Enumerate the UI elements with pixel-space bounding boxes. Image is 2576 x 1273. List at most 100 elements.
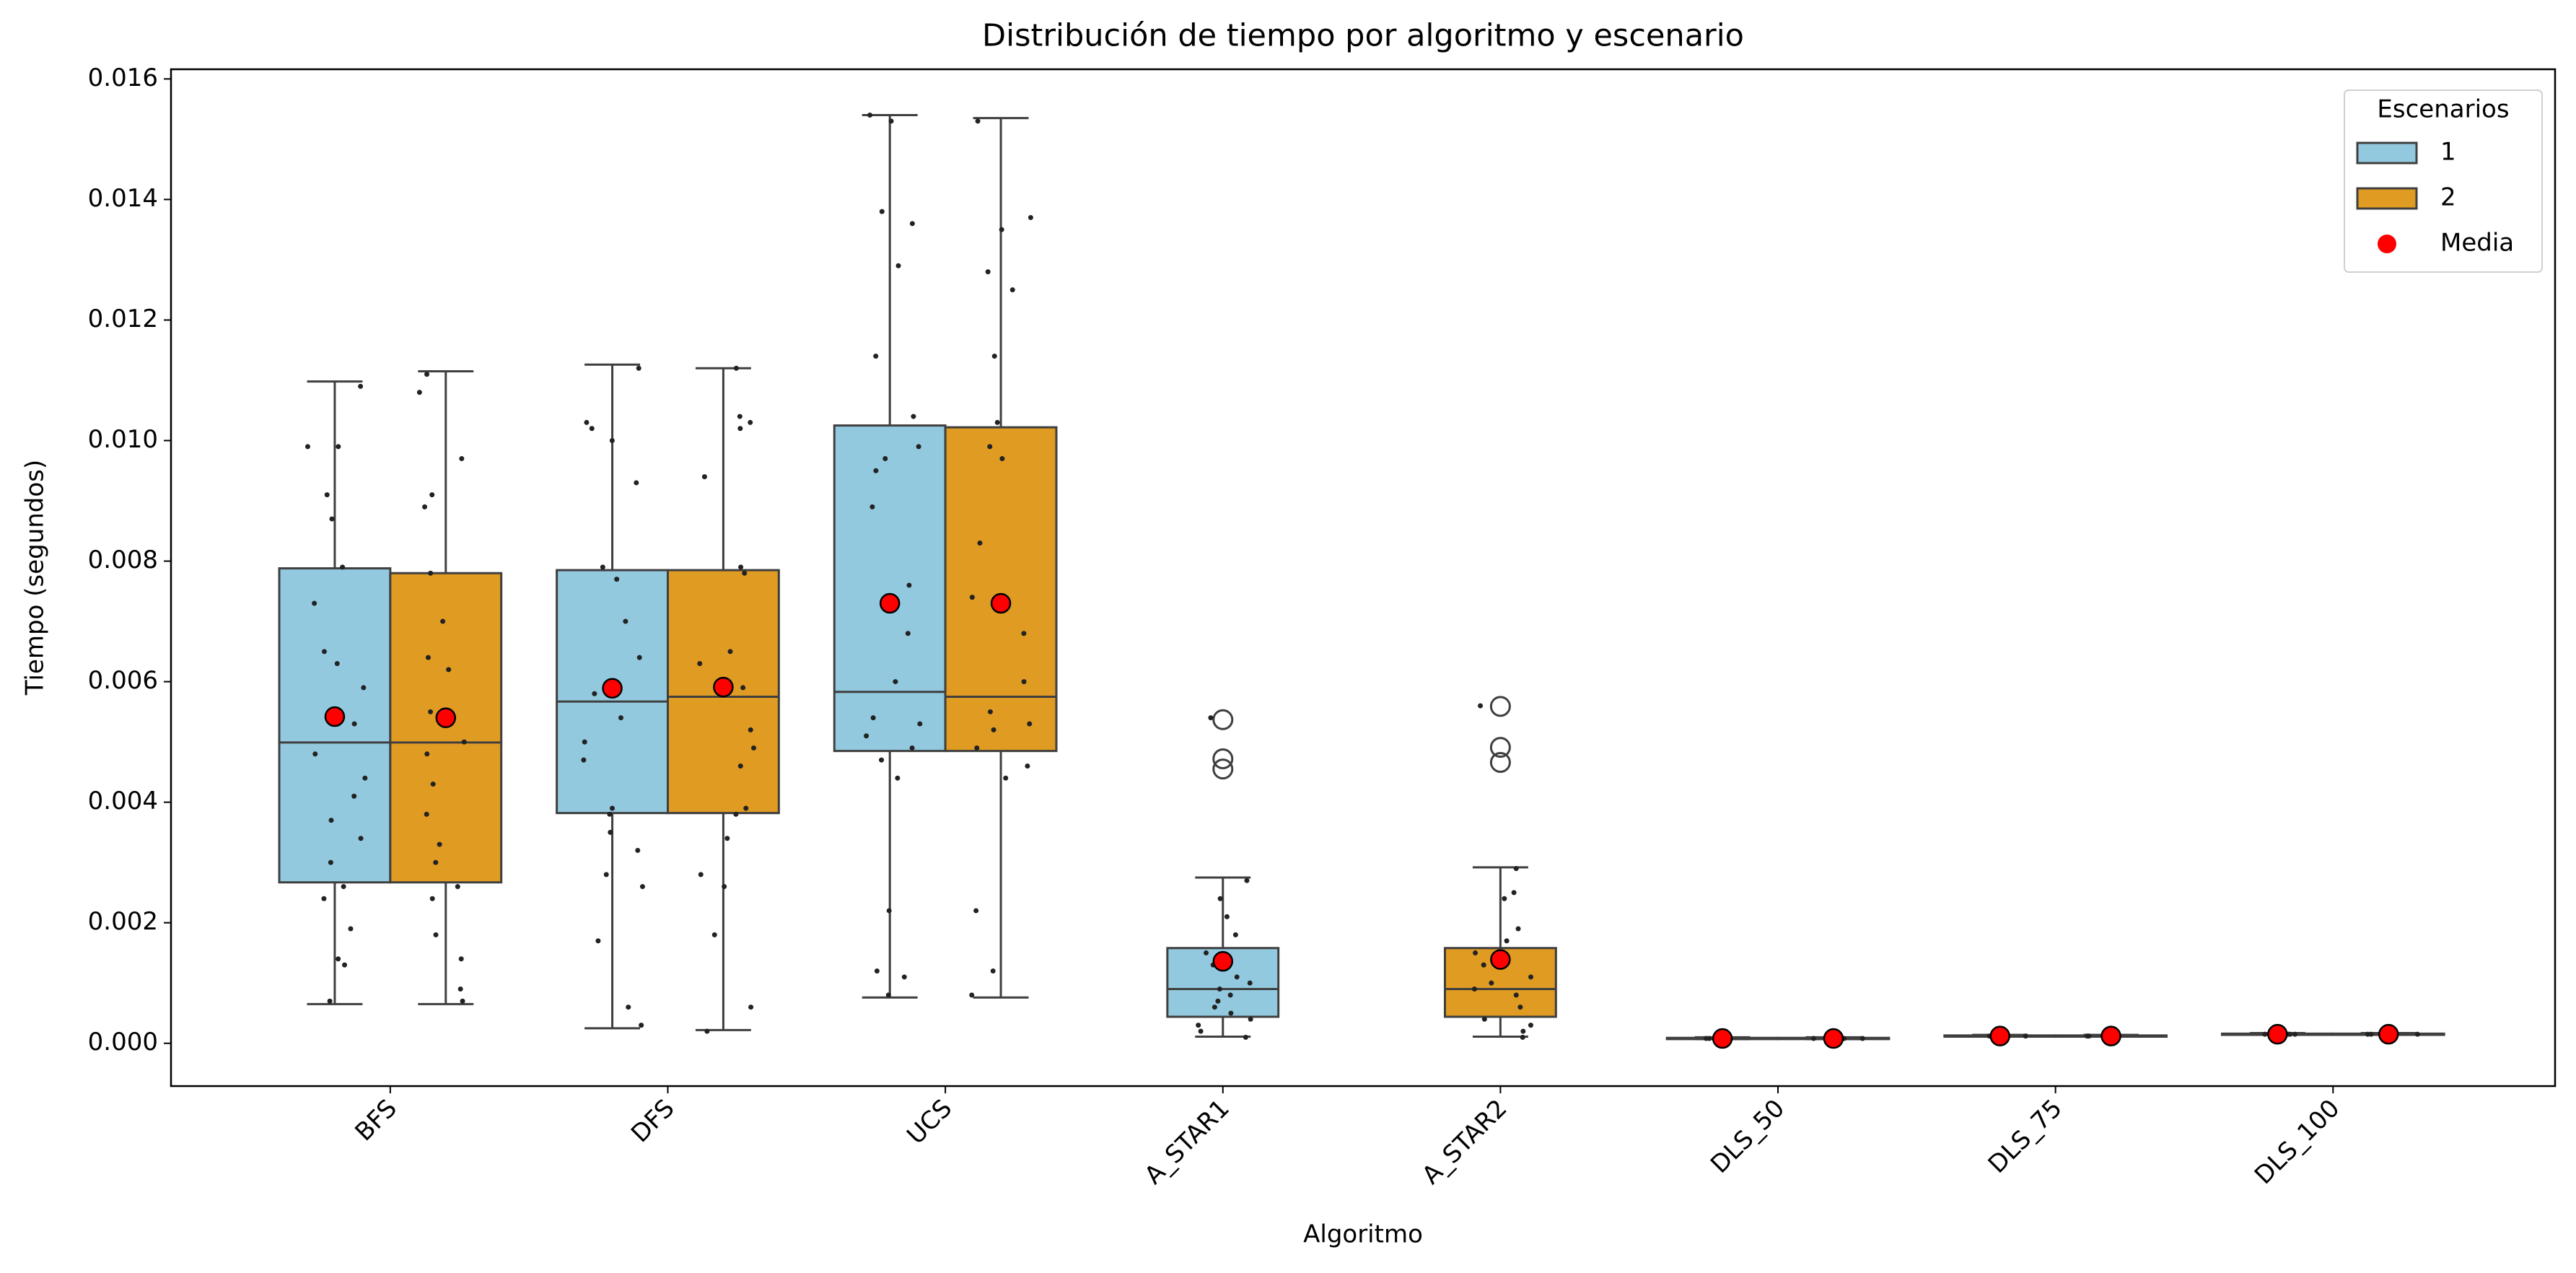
point (737, 426, 743, 432)
point (1478, 703, 1484, 709)
point (864, 733, 869, 739)
point (1027, 721, 1033, 727)
point (1471, 987, 1477, 992)
point (1859, 1036, 1865, 1041)
point (733, 365, 739, 371)
point (698, 872, 704, 878)
point (733, 811, 739, 817)
mean (1989, 1025, 2010, 1046)
box (944, 426, 1058, 753)
point (906, 582, 912, 588)
point (358, 836, 364, 841)
point (437, 841, 442, 847)
point (2292, 1031, 2298, 1037)
point (1198, 1028, 1204, 1034)
point (589, 426, 595, 432)
point (342, 962, 348, 968)
point (895, 263, 901, 268)
point (916, 444, 921, 450)
point (334, 661, 340, 667)
point (634, 480, 639, 486)
point (905, 631, 911, 636)
point (635, 847, 641, 853)
box (389, 572, 503, 884)
point (305, 444, 310, 450)
point (433, 932, 439, 937)
plot-frame (170, 68, 2557, 1088)
point (351, 721, 357, 727)
legend-label: 2 (2440, 183, 2456, 212)
point (430, 782, 436, 787)
mean (713, 676, 734, 698)
outlier (1489, 696, 1511, 717)
point (704, 1028, 710, 1034)
point (312, 751, 318, 757)
point (459, 456, 465, 462)
point (609, 437, 615, 443)
point (446, 667, 452, 673)
point (614, 577, 620, 582)
point (909, 745, 915, 751)
point (428, 709, 434, 714)
point (987, 444, 993, 450)
point (879, 757, 885, 763)
point (582, 739, 587, 745)
point (440, 618, 446, 624)
mean (2378, 1023, 2399, 1045)
point (1247, 980, 1253, 986)
point (909, 221, 915, 227)
point (1511, 890, 1517, 896)
y-tick-label: 0.000 (88, 1028, 158, 1057)
point (1232, 932, 1238, 937)
y-tick-label: 0.014 (88, 184, 158, 213)
point (455, 884, 460, 890)
point (873, 468, 879, 473)
point (1227, 992, 1233, 998)
point (1502, 896, 1507, 901)
outlier (1212, 748, 1234, 769)
point (973, 908, 979, 914)
mean (990, 592, 1012, 614)
point (328, 859, 333, 865)
point (341, 884, 346, 890)
point (874, 968, 880, 974)
mean (2267, 1023, 2288, 1045)
point (1217, 987, 1222, 992)
y-tick-label: 0.004 (88, 787, 158, 815)
point (1528, 974, 1534, 980)
point (867, 112, 873, 118)
point (869, 504, 875, 509)
point (639, 1023, 644, 1028)
legend-swatch (2356, 187, 2418, 210)
point (458, 956, 464, 962)
point (327, 998, 333, 1004)
point (1528, 1023, 1533, 1028)
point (743, 805, 749, 811)
point (985, 269, 991, 275)
point (1244, 878, 1250, 883)
point (738, 564, 744, 570)
x-tick-label: BFS (349, 1094, 402, 1147)
point (748, 419, 753, 425)
legend-title: Escenarios (2377, 95, 2509, 124)
point (873, 354, 879, 359)
y-tick-label: 0.012 (88, 305, 158, 333)
point (974, 745, 980, 751)
x-tick-label: DLS_50 (1705, 1094, 1790, 1179)
point (987, 709, 993, 714)
point (1243, 1034, 1248, 1040)
point (697, 661, 703, 667)
outlier (1489, 751, 1511, 773)
y-tick-label: 0.010 (88, 425, 158, 454)
point (1212, 1005, 1217, 1010)
point (1513, 992, 1519, 998)
point (2262, 1031, 2268, 1037)
point (1025, 764, 1030, 769)
point (424, 811, 429, 817)
point (711, 932, 717, 937)
legend-label: Media (2440, 229, 2514, 258)
x-tick-label: UCS (901, 1094, 958, 1150)
point (618, 715, 624, 721)
point (751, 745, 757, 751)
point (1228, 1010, 1234, 1016)
